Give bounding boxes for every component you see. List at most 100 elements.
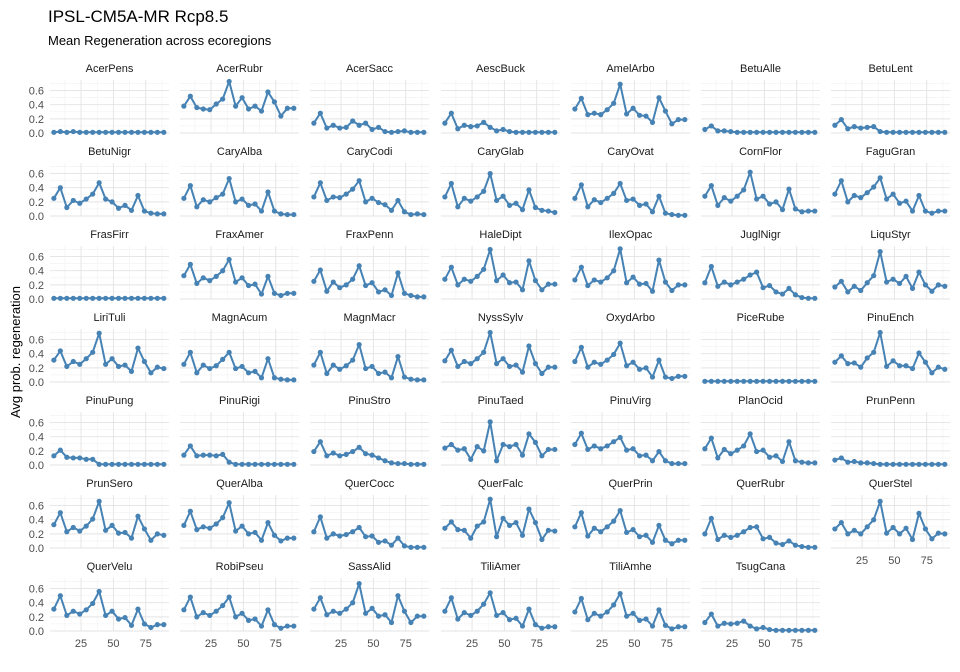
data-point [734,129,740,135]
data-point [545,208,551,214]
panel-grid [310,412,429,466]
data-point [135,295,141,301]
facet-strip-label: QuerStel [869,478,912,490]
data-point [799,378,805,384]
data-point [455,447,461,453]
y-tick-label: 0.6 [29,335,44,347]
data-point [858,195,864,201]
data-point [337,453,343,459]
data-point [64,612,70,619]
data-point [832,284,838,290]
series-line [833,176,945,215]
data-point [207,199,213,205]
facet-strip-label: RobiPseu [216,561,264,573]
data-point [786,627,792,633]
facet-panel-nysssylv: NyssSylv [441,312,560,383]
data-point [135,513,141,519]
data-point [662,210,669,216]
data-point [812,295,818,301]
data-point [291,211,297,218]
data-point [161,129,167,135]
data-point [708,378,714,384]
data-point [258,375,265,381]
data-point [649,288,656,294]
data-point [773,453,779,459]
data-point [929,210,935,216]
data-point [356,122,362,128]
data-point [369,195,375,201]
data-point [630,196,636,202]
data-point [649,539,656,545]
data-point [656,193,662,199]
data-point [591,610,597,616]
y-tick-label: 0.2 [29,197,44,209]
data-point [662,622,669,628]
data-point [526,129,532,135]
data-point [245,461,252,467]
facet-panel-betualle: BetuAlle [701,63,820,135]
y-tick-label: 0.2 [29,612,44,624]
data-point [734,532,740,538]
data-point [70,295,76,301]
data-point [135,606,141,612]
data-point [291,377,297,383]
data-point [375,370,382,377]
data-point [135,461,141,467]
data-point [532,439,539,445]
data-point [83,523,89,529]
data-point [324,453,330,459]
data-point [896,461,903,467]
facet-panel-fagugran: FaguGran [831,146,950,217]
data-point [128,295,135,301]
data-point [838,278,844,284]
series-line [834,456,945,466]
data-point [552,624,558,630]
data-point [487,419,493,425]
facet-strip-label: QuerPrin [608,478,652,490]
data-point [786,378,792,384]
facet-panel-acersacc: AcerSacc [310,63,429,135]
data-point [363,120,369,126]
panel-grid [701,163,820,217]
facet-panel-pinuvirg: PinuVirg [571,395,690,467]
data-point [630,359,636,365]
data-point [624,111,630,117]
data-point [115,205,122,211]
data-point [103,361,109,367]
data-point [343,124,349,130]
data-point [369,126,375,133]
data-point [702,446,708,452]
data-point [187,594,193,600]
data-point [324,288,330,294]
data-point [363,534,369,540]
data-point [942,366,948,372]
data-point [317,180,323,186]
data-point [624,197,630,204]
data-point [766,282,773,289]
data-point [890,276,896,282]
data-point [239,610,245,616]
series-line [574,432,685,465]
data-point [421,294,427,300]
data-point [258,461,265,467]
data-point [343,282,349,288]
facet-panel-acerrubr: AcerRubr [180,63,299,134]
data-point [128,622,135,628]
data-point [506,363,513,370]
data-point [382,612,388,618]
data-point [682,624,688,630]
data-point [773,199,779,205]
series-line [834,331,946,374]
data-point [662,458,669,464]
data-point [909,536,916,543]
data-point [871,124,877,130]
data-point [526,431,532,437]
facet-strip-label: QuerCocc [345,478,395,490]
data-point [258,108,265,114]
data-point [90,456,96,462]
data-point [598,446,604,452]
data-point [421,211,427,218]
data-point [721,446,727,453]
data-point [935,530,941,536]
data-point [154,531,160,537]
